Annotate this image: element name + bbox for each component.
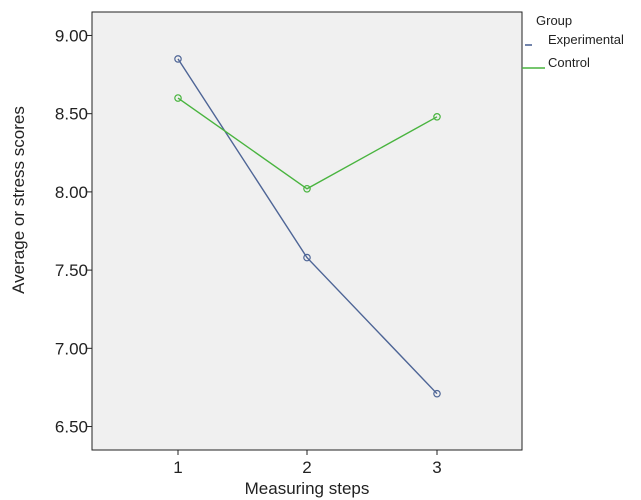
y-tick-label: 6.50 (55, 418, 88, 437)
series-line-control (177, 97, 438, 190)
series-layer (174, 55, 441, 398)
data-point-experimental (433, 389, 441, 398)
x-axis: 1 2 3 (173, 450, 442, 477)
y-tick-label: 9.00 (55, 26, 88, 45)
y-tick-label: 7.00 (55, 339, 88, 358)
y-tick-label: 8.50 (55, 105, 88, 124)
y-tick-label: 8.00 (55, 183, 88, 202)
x-tick-label: 1 (173, 458, 182, 477)
legend: Group Experimental Control (522, 13, 624, 70)
x-tick-label: 3 (432, 458, 441, 477)
data-point-control (303, 184, 311, 193)
legend-label-control: Control (548, 55, 590, 70)
y-axis-title: Average or stress scores (9, 106, 28, 294)
data-point-control (174, 94, 182, 102)
legend-title: Group (536, 13, 572, 28)
x-tick-label: 2 (302, 458, 311, 477)
data-point-experimental (174, 55, 182, 63)
series-line-experimental (177, 58, 438, 395)
data-point-control (433, 113, 441, 121)
x-axis-title: Measuring steps (245, 479, 370, 498)
data-point-experimental (303, 253, 311, 262)
y-axis: 6.50 7.00 7.50 8.00 8.50 9.00 (55, 26, 92, 437)
y-tick-label: 7.50 (55, 261, 88, 280)
plot-area (91, 11, 523, 451)
legend-label-experimental: Experimental (548, 32, 624, 47)
